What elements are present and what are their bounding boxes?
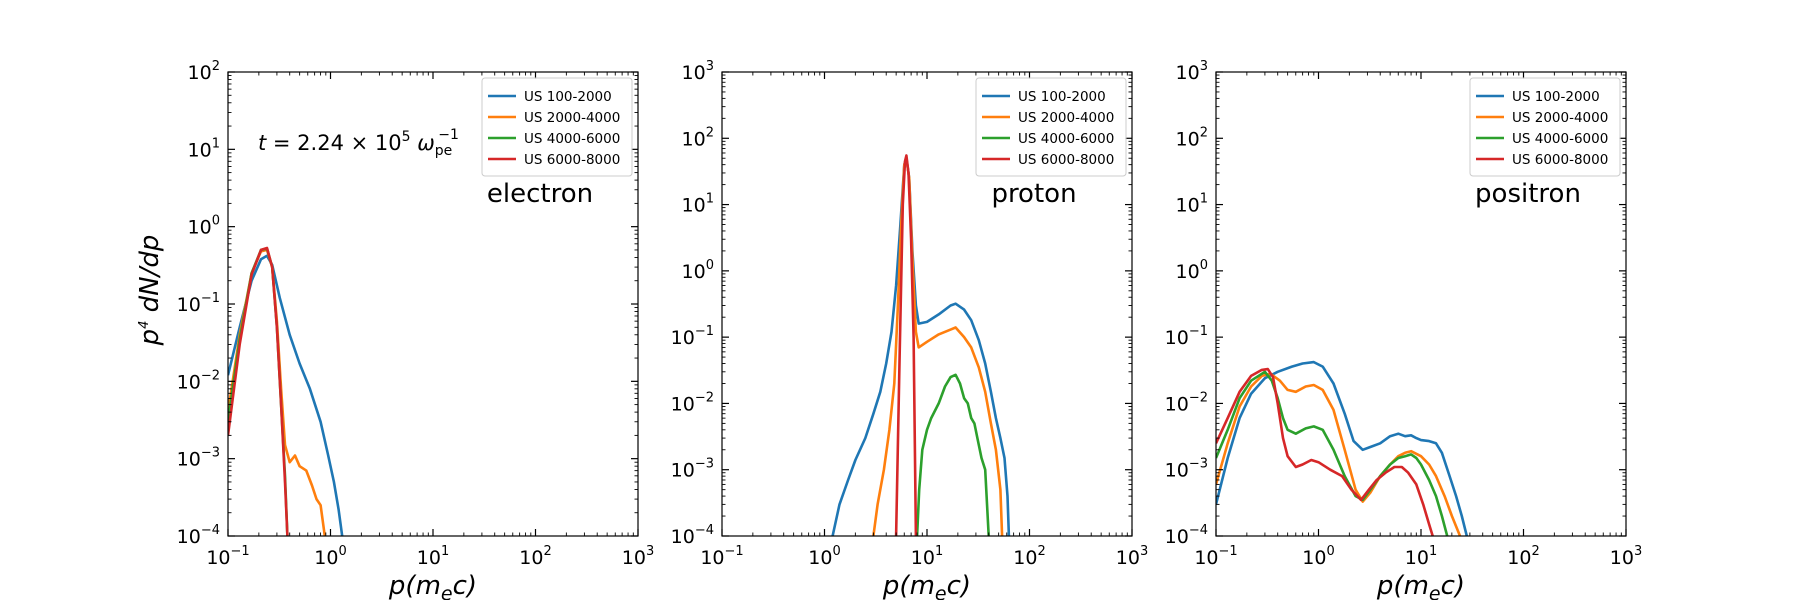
panel-electron: 10−1 100 101 102 103 10−4 10−3 10−2 10−1 100 101 10… <box>177 59 655 600</box>
y-tick-label: 10−4 <box>1165 523 1208 548</box>
series-line-electron-1 <box>228 254 344 536</box>
x-tick-label: 101 <box>1405 544 1437 569</box>
x-tick-label: 102 <box>1013 544 1045 569</box>
panel-positron: 10−1 100 101 102 103 10−4 10−3 10−2 10−1 100 101 10… <box>1165 59 1643 600</box>
panel-label: positron <box>1475 179 1581 209</box>
y-tick-label: 103 <box>1176 59 1208 84</box>
x-tick-label: 103 <box>622 544 654 569</box>
x-tick-label: 100 <box>314 544 346 569</box>
y-tick-label: 10−2 <box>671 390 714 415</box>
legend-entry: US 100-2000 <box>524 89 612 105</box>
legend-box <box>1469 77 1621 177</box>
series-group <box>831 154 1011 536</box>
time-annotation: t = 2.24 × 105 ωpe−1 <box>258 127 459 159</box>
legend-entry: US 6000-8000 <box>524 152 620 168</box>
legend: US 100-2000 US 2000-4000 US 4000-6000 US 60… <box>975 77 1127 177</box>
legend-entry: US 4000-6000 <box>1512 131 1608 147</box>
y-tick-label: 10−3 <box>671 457 714 482</box>
y-tick-label: 10−3 <box>177 446 220 471</box>
x-tick-label: 100 <box>808 544 840 569</box>
series-group <box>1216 360 1469 536</box>
y-tick-label: 10−1 <box>177 291 220 316</box>
y-tick-label: 102 <box>682 125 714 150</box>
x-tick-label: 102 <box>1507 544 1539 569</box>
y-tick-label: 10−1 <box>1165 324 1208 349</box>
series-line-proton-2 <box>872 156 1004 536</box>
x-tick-label: 102 <box>519 544 551 569</box>
legend-entry: US 4000-6000 <box>524 131 620 147</box>
x-tick-label: 10−1 <box>1194 544 1237 569</box>
panel-proton: 10−1 100 101 102 103 10−4 10−3 10−2 10−1 100 101 10… <box>671 59 1149 600</box>
x-tick-label: 103 <box>1116 544 1148 569</box>
x-axis-label: p(mec) <box>1376 571 1465 600</box>
legend: US 100-2000 US 2000-4000 US 4000-6000 US 60… <box>1469 77 1621 177</box>
legend-entry: US 6000-8000 <box>1512 152 1608 168</box>
x-tick-label: 101 <box>417 544 449 569</box>
series-line-proton-3 <box>915 373 990 536</box>
y-tick-label: 100 <box>682 258 714 283</box>
legend-entry: US 100-2000 <box>1018 89 1106 105</box>
y-tick-label: 10−4 <box>177 523 220 548</box>
x-tick-label: 10−1 <box>206 544 249 569</box>
series-line-electron-4 <box>228 246 289 536</box>
legend-entry: US 2000-4000 <box>1512 110 1608 126</box>
series-group <box>228 246 344 536</box>
y-tick-label: 101 <box>1176 192 1208 217</box>
x-tick-label: 10−1 <box>700 544 743 569</box>
legend-entry: US 2000-4000 <box>524 110 620 126</box>
legend: US 100-2000 US 2000-4000 US 4000-6000 US 60… <box>481 77 633 177</box>
y-tick-label: 102 <box>188 59 220 84</box>
legend-box <box>481 77 633 177</box>
legend-entry: US 6000-8000 <box>1018 152 1114 168</box>
y-tick-label: 100 <box>188 214 220 239</box>
panel-label: electron <box>487 179 593 209</box>
x-axis-label: p(mec) <box>388 571 477 600</box>
y-tick-label: 102 <box>1176 125 1208 150</box>
x-tick-label: 100 <box>1302 544 1334 569</box>
y-tick-label: 101 <box>682 192 714 217</box>
y-tick-label: 101 <box>188 136 220 161</box>
series-line-positron-4 <box>1216 367 1434 536</box>
legend-entry: US 2000-4000 <box>1018 110 1114 126</box>
x-tick-label: 101 <box>911 544 943 569</box>
series-line-proton-4 <box>894 154 918 536</box>
y-tick-label: 100 <box>1176 258 1208 283</box>
legend-entry: US 4000-6000 <box>1018 131 1114 147</box>
y-tick-label: 10−1 <box>671 324 714 349</box>
series-line-positron-1 <box>1216 360 1469 536</box>
y-tick-label: 103 <box>682 59 714 84</box>
x-axis-label: p(mec) <box>882 571 971 600</box>
legend-box <box>975 77 1127 177</box>
y-tick-label: 10−2 <box>1165 390 1208 415</box>
y-tick-label: 10−3 <box>1165 457 1208 482</box>
series-line-positron-3 <box>1216 370 1449 536</box>
panel-label: proton <box>991 179 1076 209</box>
y-tick-label: 10−2 <box>177 368 220 393</box>
y-tick-label: 10−4 <box>671 523 714 548</box>
x-tick-label: 103 <box>1610 544 1642 569</box>
y-axis-label: p4 dN/dp <box>135 235 165 347</box>
legend-entry: US 100-2000 <box>1512 89 1600 105</box>
